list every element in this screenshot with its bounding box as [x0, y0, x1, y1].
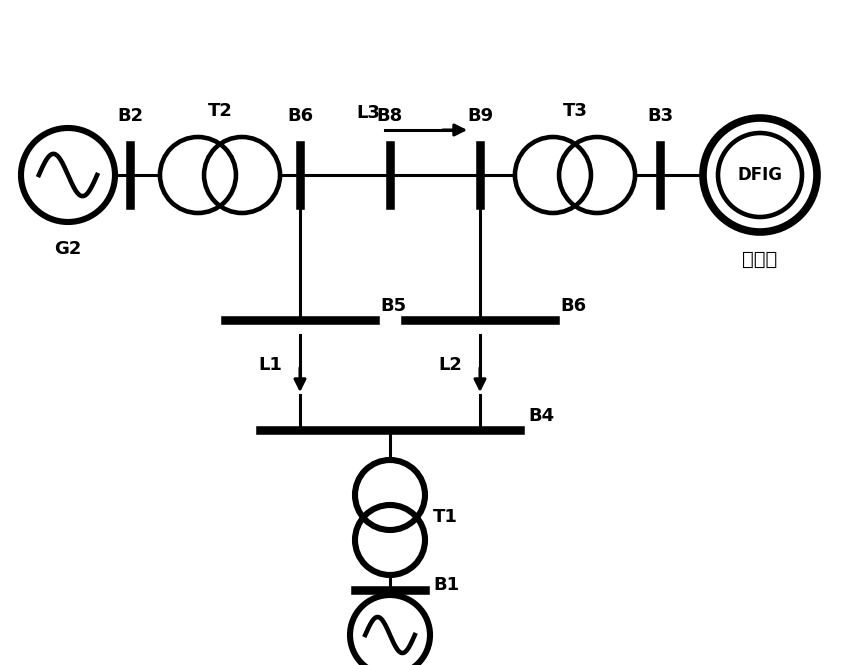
Text: DFIG: DFIG — [738, 166, 783, 184]
Text: T1: T1 — [433, 508, 458, 526]
Text: B1: B1 — [433, 576, 460, 594]
Text: L1: L1 — [258, 356, 282, 374]
Text: L2: L2 — [438, 356, 462, 374]
Text: B9: B9 — [467, 107, 493, 125]
Text: 风电场: 风电场 — [742, 250, 778, 269]
Text: G2: G2 — [54, 240, 82, 258]
Text: B6: B6 — [560, 297, 586, 315]
Text: B4: B4 — [528, 407, 554, 425]
Text: B5: B5 — [380, 297, 406, 315]
Text: T3: T3 — [563, 102, 587, 120]
Text: T2: T2 — [208, 102, 232, 120]
Text: L3: L3 — [356, 104, 380, 122]
Text: B8: B8 — [377, 107, 403, 125]
Text: B3: B3 — [647, 107, 673, 125]
Text: B6: B6 — [287, 107, 313, 125]
Text: B2: B2 — [117, 107, 143, 125]
